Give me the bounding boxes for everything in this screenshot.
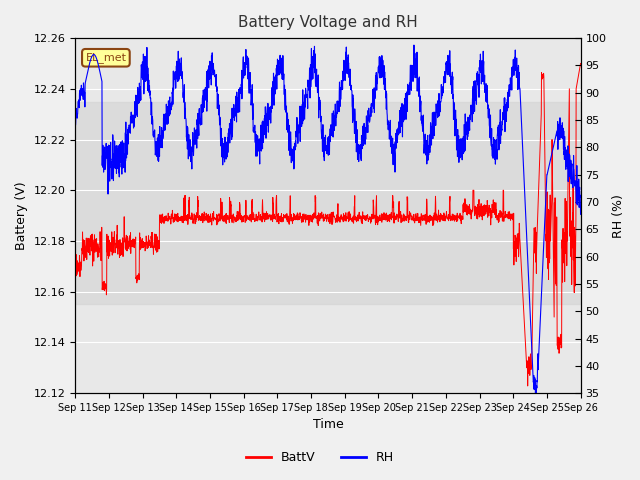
Text: EL_met: EL_met bbox=[85, 52, 126, 63]
X-axis label: Time: Time bbox=[312, 419, 343, 432]
Bar bbox=[76, 101, 580, 304]
Y-axis label: Battery (V): Battery (V) bbox=[15, 181, 28, 250]
Legend: BattV, RH: BattV, RH bbox=[241, 446, 399, 469]
Y-axis label: RH (%): RH (%) bbox=[612, 193, 625, 238]
Title: Battery Voltage and RH: Battery Voltage and RH bbox=[238, 15, 418, 30]
